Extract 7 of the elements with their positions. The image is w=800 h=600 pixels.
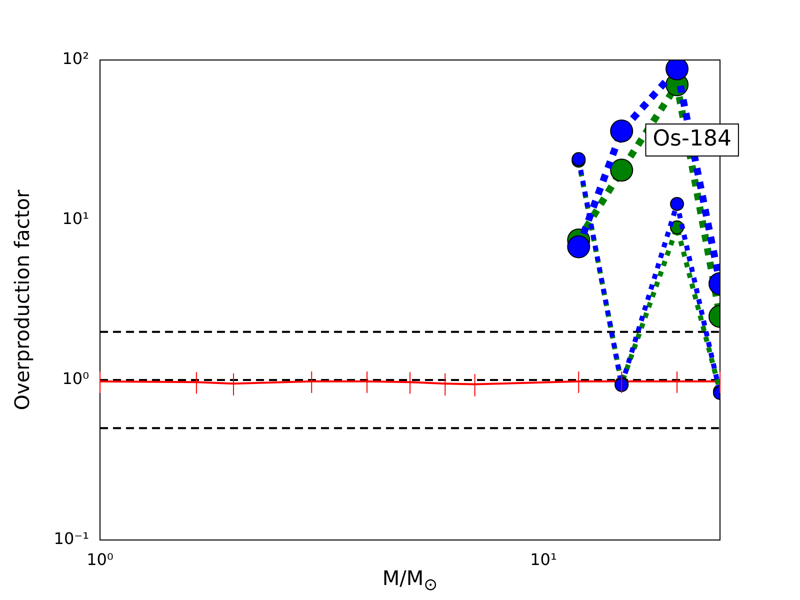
y-tick-label: 10⁻¹ — [54, 529, 89, 548]
x-axis-title: M/M$_{⊙}$ — [382, 566, 438, 594]
y-tick-label: 10⁰ — [62, 369, 89, 388]
y-tick-label: 10² — [62, 49, 89, 68]
y-tick-label: 10¹ — [62, 209, 89, 228]
annotation: Os-184 — [652, 126, 732, 152]
y-axis-title: Overproduction factor — [10, 189, 34, 410]
